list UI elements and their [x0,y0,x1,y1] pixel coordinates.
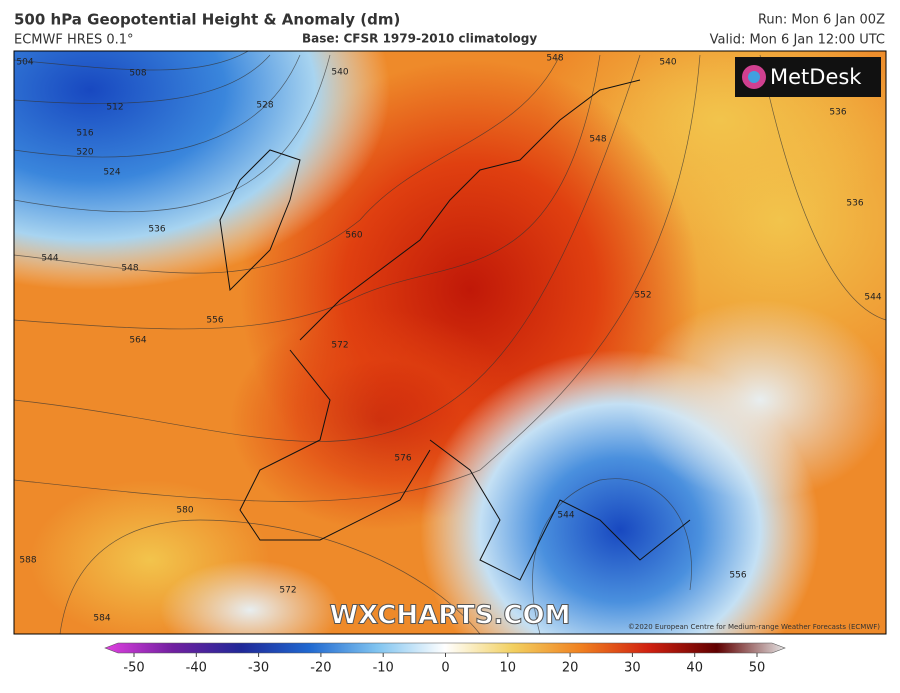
colorbar-label: -20 [310,661,331,676]
contour-label: 556 [729,571,746,581]
colorbar-ramp [104,642,786,654]
contour-label: 516 [76,129,93,139]
colorbar-label: -50 [123,661,144,676]
contour-label: 588 [19,556,36,566]
contour-label: 524 [103,168,120,178]
contour-label: 508 [129,69,146,79]
contour-label: 580 [176,506,193,516]
contour-label: 544 [41,254,58,264]
colorbar-label: -40 [186,661,207,676]
contour-label: 536 [846,199,863,209]
contour-label: 572 [279,586,296,596]
colorbar-label: 20 [562,661,579,676]
contour-label: 528 [256,101,273,111]
contour-label: 544 [557,511,574,521]
colorbar-label: 10 [500,661,517,676]
contour-label: 540 [331,68,348,78]
contour-label: 552 [634,291,651,301]
colorbar-label: 0 [441,661,449,676]
colorbar-label: 30 [624,661,641,676]
contour-label: 540 [659,58,676,68]
map-frame [13,50,887,635]
contour-label: 548 [121,264,138,274]
model: ECMWF HRES 0.1° [14,33,134,48]
contour-label: 584 [93,614,110,624]
contour-label: 544 [864,293,881,303]
contour-label: 536 [829,108,846,118]
contour-label: 536 [148,225,165,235]
contour-label: 572 [331,341,348,351]
colorbar-label: -30 [248,661,269,676]
colorbar-label: -10 [373,661,394,676]
copyright: ©2020 European Centre for Medium-range W… [628,623,880,631]
colorbar [104,642,786,654]
contour-label: 576 [394,454,411,464]
contour-label: 520 [76,148,93,158]
contour-label: 504 [16,58,33,68]
title: 500 hPa Geopotential Height & Anomaly (d… [14,11,400,29]
base: Base: CFSR 1979-2010 climatology [302,32,537,46]
colorbar-label: 50 [749,661,766,676]
colorbar-label: 40 [686,661,703,676]
contour-label: 548 [546,54,563,64]
contour-label: 556 [206,316,223,326]
logo: MetDesk [735,57,881,97]
contour-label: 564 [129,336,146,346]
valid: Valid: Mon 6 Jan 12:00 UTC [710,33,885,48]
contour-label: 512 [106,103,123,113]
contour-label: 548 [589,135,606,145]
watermark: WXCHARTS.COM [329,601,570,631]
logo-text: MetDesk [770,65,862,89]
run: Run: Mon 6 Jan 00Z [758,13,885,28]
contour-label: 560 [345,231,362,241]
